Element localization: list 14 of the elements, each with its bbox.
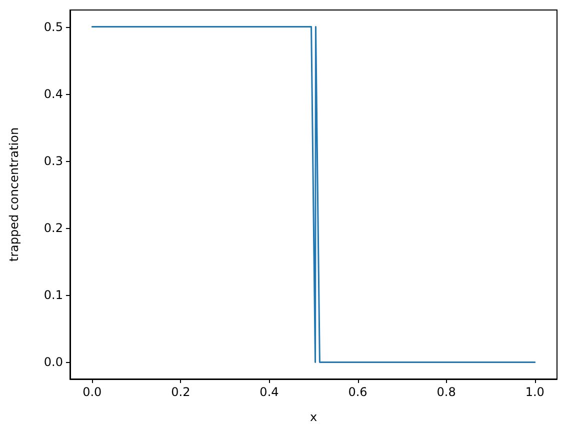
y-tick-label: 0.1: [44, 288, 63, 302]
y-tick-label: 0.4: [44, 86, 63, 101]
y-tick-label: 0.3: [44, 154, 63, 168]
y-tick-label: 0.0: [44, 355, 63, 370]
x-axis-title: x: [310, 410, 318, 424]
x-tick-label: 1.0: [525, 385, 544, 399]
y-tick-label: 0.2: [44, 221, 63, 236]
x-tick-label: 0.0: [82, 385, 102, 399]
x-tick-label: 0.8: [436, 385, 456, 399]
x-tick-label: 0.2: [171, 385, 190, 399]
y-axis-title: trapped concentration: [7, 127, 21, 262]
y-tick-label: 0.5: [44, 20, 63, 34]
x-tick-label: 0.4: [260, 385, 279, 399]
x-tick-label: 0.6: [348, 385, 368, 399]
